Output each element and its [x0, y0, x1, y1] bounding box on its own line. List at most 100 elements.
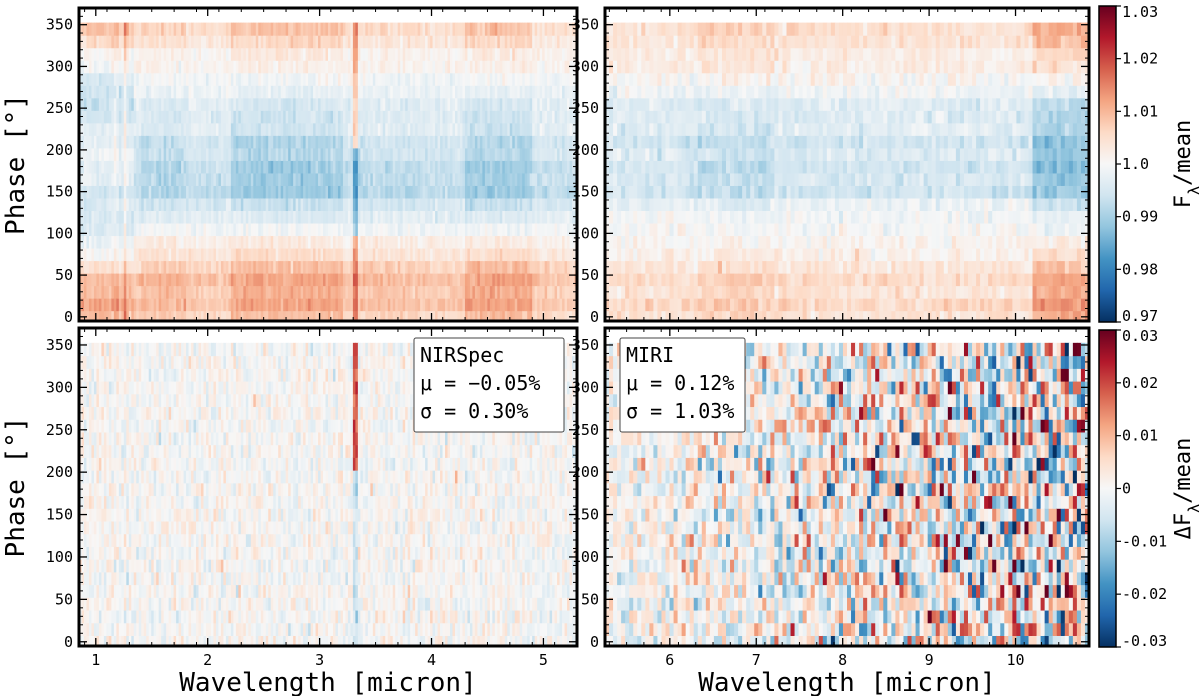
heatmap-cell — [445, 298, 449, 312]
heatmap-cell — [263, 85, 267, 99]
heatmap-cell — [347, 160, 352, 174]
heatmap-cell — [484, 298, 488, 312]
heatmap-cell — [81, 122, 85, 136]
heatmap-cell — [268, 147, 272, 161]
heatmap-cell — [474, 285, 478, 299]
heatmap-cell — [532, 122, 536, 136]
heatmap-cell — [158, 122, 162, 136]
heatmap-cell — [188, 260, 192, 274]
heatmap-cell — [188, 197, 192, 212]
heatmap-cell — [176, 273, 180, 287]
heatmap-cell — [293, 298, 297, 312]
heatmap-cell — [205, 273, 210, 287]
heatmap-cell — [88, 60, 93, 74]
heatmap-cell — [469, 273, 474, 287]
heatmap-cell — [188, 160, 192, 174]
heatmap-cell — [377, 247, 381, 262]
heatmap-cell — [205, 22, 210, 36]
heatmap-cell — [108, 210, 112, 224]
heatmap-cell — [390, 185, 394, 199]
heatmap-cell — [156, 285, 160, 299]
heatmap-cell — [382, 160, 386, 174]
heatmap-cell — [539, 197, 543, 212]
heatmap-cell — [228, 72, 232, 86]
heatmap-cell — [191, 222, 195, 237]
heatmap-cell — [435, 185, 439, 199]
heatmap-cell — [240, 85, 244, 99]
heatmap-cell — [345, 172, 349, 186]
heatmap-cell — [136, 310, 140, 321]
heatmap-cell — [128, 122, 132, 136]
heatmap-cell — [430, 147, 434, 161]
heatmap-cell — [230, 22, 234, 36]
heatmap-cell — [559, 285, 563, 299]
heatmap-cell — [128, 85, 132, 99]
heatmap-cell — [328, 260, 332, 274]
heatmap-cell — [422, 285, 426, 299]
heatmap-cell — [270, 97, 274, 111]
heatmap-cell — [166, 135, 170, 149]
heatmap-cell — [253, 235, 257, 249]
heatmap-cell — [425, 35, 429, 49]
heatmap-cell — [609, 222, 614, 237]
heatmap-cell — [407, 285, 411, 299]
heatmap-cell — [173, 47, 177, 61]
heatmap-cell — [176, 172, 180, 186]
heatmap-cell — [210, 110, 215, 124]
ytick-label: 350 — [46, 16, 73, 34]
heatmap-cell — [487, 298, 491, 312]
heatmap-cell — [253, 210, 257, 224]
heatmap-cell — [118, 273, 122, 287]
heatmap-cell — [161, 260, 165, 274]
heatmap-cell — [487, 85, 491, 99]
heatmap-cell — [519, 47, 523, 61]
heatmap-cell — [519, 185, 523, 199]
heatmap-cell — [479, 135, 483, 149]
heatmap-cell — [230, 285, 234, 299]
heatmap-cell — [201, 97, 205, 111]
heatmap-cell — [143, 285, 147, 299]
heatmap-cell — [507, 22, 511, 36]
heatmap-cell — [133, 72, 137, 86]
heatmap-cell — [410, 260, 414, 274]
heatmap-cell — [459, 247, 464, 262]
heatmap-cell — [509, 185, 513, 199]
heatmap-cell — [332, 260, 337, 274]
heatmap-cell — [474, 273, 478, 287]
heatmap-cell — [552, 197, 556, 212]
heatmap-cell — [385, 147, 389, 161]
heatmap-cell — [278, 160, 282, 174]
heatmap-cell — [502, 160, 506, 174]
heatmap-cell — [457, 185, 461, 199]
heatmap-cell — [387, 273, 391, 287]
heatmap-cell — [340, 298, 344, 312]
heatmap-cell — [191, 160, 195, 174]
heatmap-cell — [126, 172, 130, 186]
heatmap-cell — [517, 135, 521, 149]
heatmap-cell — [454, 135, 459, 149]
heatmap-cell — [489, 47, 493, 61]
heatmap-cell — [564, 110, 568, 124]
heatmap-cell — [337, 298, 342, 312]
heatmap-cell — [370, 147, 374, 161]
heatmap-cell — [375, 135, 379, 149]
heatmap-cell — [250, 60, 254, 74]
heatmap-cell — [462, 310, 466, 321]
heatmap-cell — [537, 35, 541, 49]
heatmap-cell — [153, 260, 157, 274]
heatmap-cell — [176, 160, 180, 174]
heatmap-cell — [489, 60, 493, 74]
heatmap-cell — [143, 273, 147, 287]
heatmap-cell — [98, 247, 103, 262]
heatmap-cell — [522, 185, 526, 199]
heatmap-cell — [300, 110, 304, 124]
heatmap-cell — [325, 172, 329, 186]
heatmap-cell — [340, 147, 344, 161]
heatmap-cell — [569, 160, 573, 174]
heatmap-cell — [96, 35, 100, 49]
heatmap-cell — [454, 35, 459, 49]
heatmap-cell — [98, 160, 103, 174]
heatmap-cell — [405, 22, 409, 36]
heatmap-cell — [173, 285, 177, 299]
